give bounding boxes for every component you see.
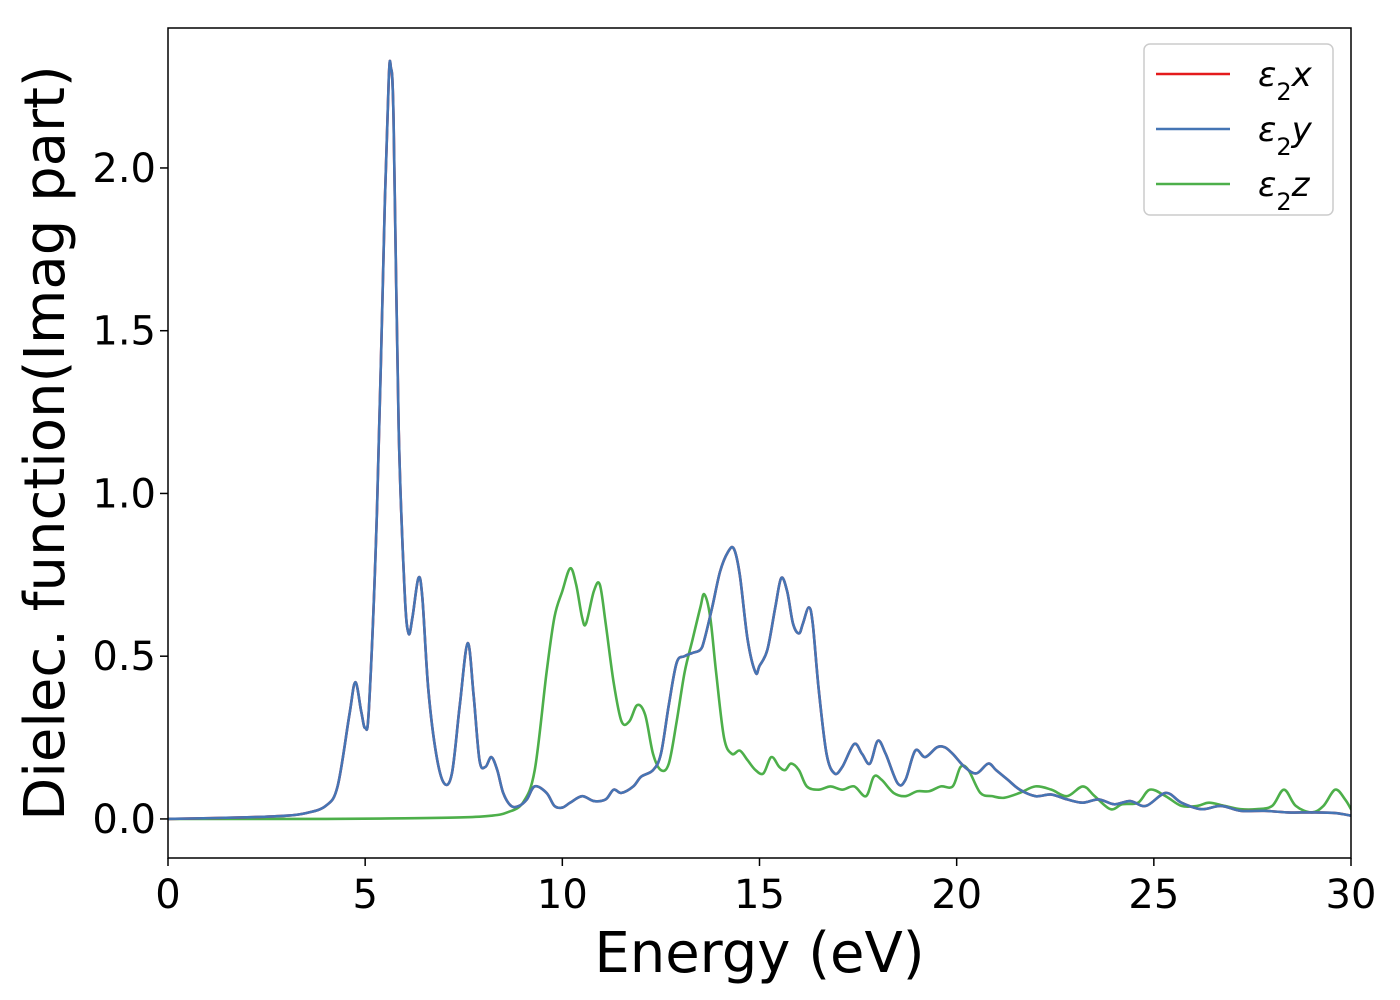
x-tick-label: 20 xyxy=(931,872,982,918)
x-tick-label: 25 xyxy=(1128,872,1179,918)
y-tick-label: 0.5 xyxy=(92,634,156,680)
y-tick-label: 1.5 xyxy=(92,309,156,355)
x-tick-label: 5 xyxy=(352,872,377,918)
y-axis-title: Dielec. function(Imag part) xyxy=(13,65,78,821)
legend-label-z: ε2z xyxy=(1258,165,1311,216)
legend-box xyxy=(1143,43,1334,216)
y-tick-label: 2.0 xyxy=(92,146,156,192)
series-layer xyxy=(168,59,1351,821)
x-tick-label: 0 xyxy=(155,872,180,918)
legend-label-x: ε2x xyxy=(1258,55,1313,106)
series-line-y xyxy=(168,59,1351,821)
legend-label-y: ε2y xyxy=(1258,110,1313,161)
x-axis-title: Energy (eV) xyxy=(594,921,924,986)
y-tick-label: 1.0 xyxy=(92,471,156,517)
series-line-z xyxy=(168,567,1351,821)
y-tick-label: 0.0 xyxy=(92,797,156,843)
x-tick-label: 10 xyxy=(537,872,588,918)
y-axis: 0.0 0.5 1.0 1.5 2.0 xyxy=(92,146,168,843)
x-axis: 0 5 10 15 20 25 30 xyxy=(155,858,1376,918)
x-tick-label: 30 xyxy=(1326,872,1377,918)
x-tick-label: 15 xyxy=(734,872,785,918)
